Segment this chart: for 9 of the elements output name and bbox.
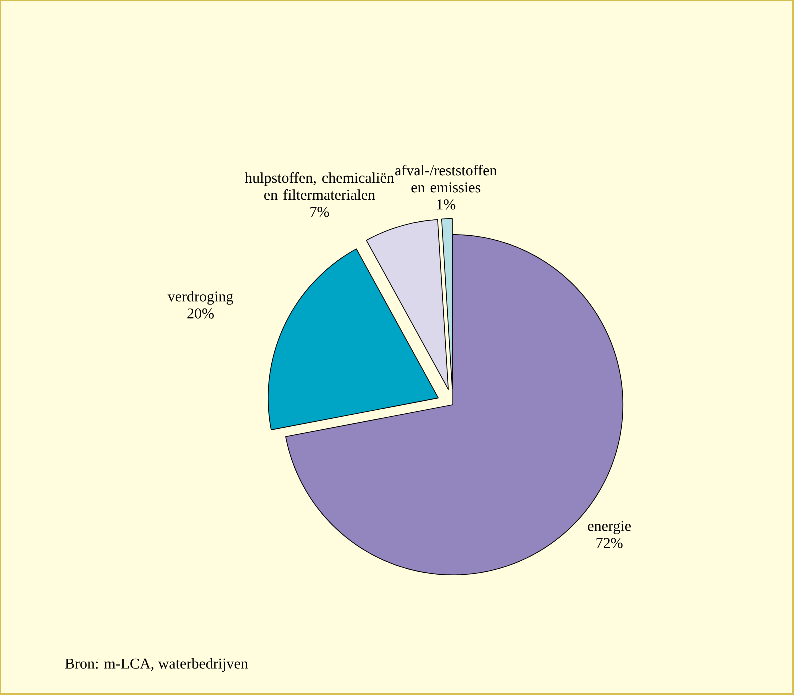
- slice-label: energie: [588, 521, 632, 534]
- slice-label: verdroging: [168, 291, 234, 305]
- text: Bron: m-LCA, waterbedrijven: [65, 658, 248, 672]
- slice-label: afval-/reststoffen en emissies: [396, 165, 498, 193]
- slice-label: hulpstoffen, chemicaliën en filtermaterialen: [245, 172, 394, 200]
- data-label: 7%: [310, 207, 330, 218]
- data-label: 72%: [596, 538, 623, 548]
- data-label: 1%: [437, 200, 456, 210]
- data-label: 20%: [188, 308, 214, 319]
